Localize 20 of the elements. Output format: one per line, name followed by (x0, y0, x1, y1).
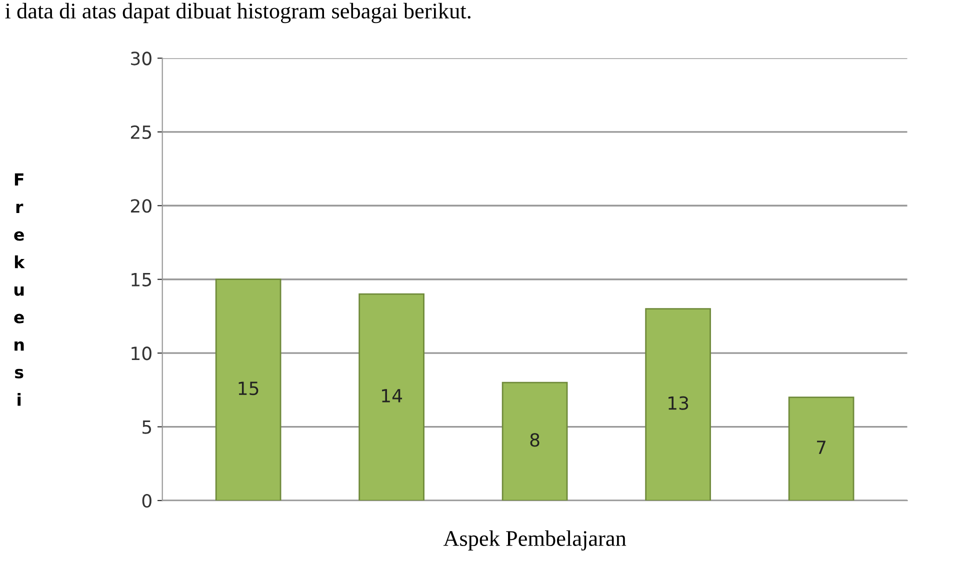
text: i data di atas dapat dibuat histogram sebagai berikut. (5, 2, 470, 24)
bar (645, 308, 711, 501)
y-tick-label: 0 (142, 494, 152, 508)
bar (358, 293, 424, 501)
data-label: 15 (238, 382, 258, 396)
data-label: 8 (530, 433, 540, 447)
data-label: 14 (382, 389, 402, 402)
y-tick-label: 20 (130, 199, 152, 213)
bar (502, 382, 568, 501)
text: Frekuensi (14, 173, 25, 406)
data-label: 13 (668, 396, 688, 410)
y-tick-label: 15 (132, 273, 152, 286)
bar (788, 396, 854, 501)
data-label: 7 (817, 440, 826, 454)
y-tick-label: 25 (130, 125, 152, 140)
x-axis-title: Aspek Pembelajaran (443, 530, 626, 551)
y-tick-label: 30 (131, 52, 152, 66)
bar (215, 278, 282, 501)
y-tick-label: 10 (132, 346, 152, 360)
y-tick-label: 5 (142, 420, 152, 434)
